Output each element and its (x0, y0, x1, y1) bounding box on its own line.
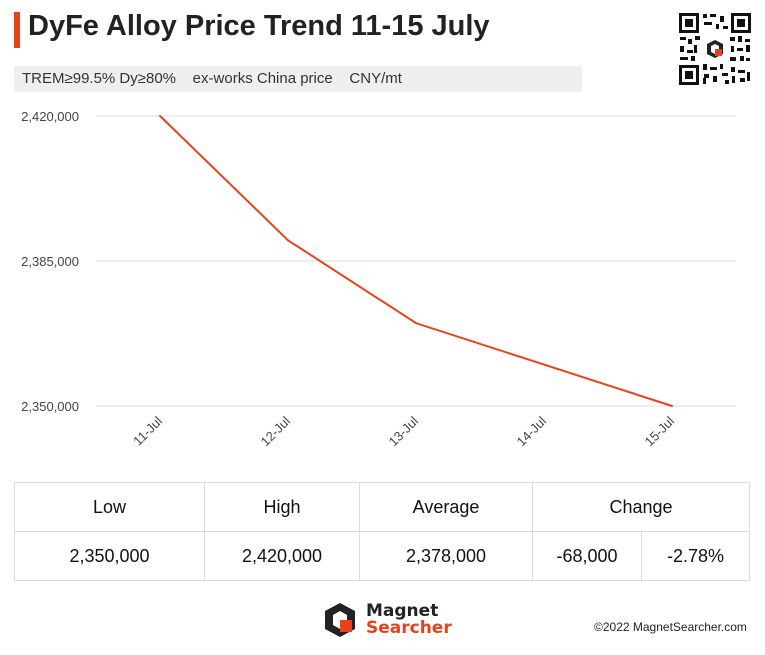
magnet-searcher-logo-icon (325, 603, 355, 637)
y-tick-label: 2,350,000 (21, 399, 79, 414)
title-accent-bar (14, 12, 20, 48)
x-tick-label: 13-Jul (385, 413, 421, 449)
y-axis-ticks: 2,420,000 2,385,000 2,350,000 (21, 109, 79, 414)
header-change: Change (532, 482, 750, 532)
qr-code-icon (678, 12, 752, 86)
value-average: 2,378,000 (359, 531, 533, 581)
data-point (287, 239, 289, 242)
stats-value-row: 2,350,000 2,420,000 2,378,000 -68,000 -2… (14, 531, 750, 581)
value-change-abs: -68,000 (532, 531, 642, 581)
y-tick-label: 2,420,000 (21, 109, 79, 124)
logo-line2: Searcher (366, 618, 452, 638)
value-low: 2,350,000 (14, 531, 205, 581)
data-point (543, 363, 545, 366)
logo-line1: Magnet (366, 601, 439, 621)
data-point (415, 322, 417, 325)
header-high: High (204, 482, 360, 532)
header-low: Low (14, 482, 205, 532)
x-axis-ticks: 11-Jul 12-Jul 13-Jul 14-Jul 15-Jul (130, 413, 677, 449)
grid-layer (96, 115, 736, 407)
x-tick-label: 14-Jul (513, 413, 549, 449)
copyright: ©2022 MagnetSearcher.com (594, 620, 747, 634)
stats-table: Low High Average Change 2,350,000 2,420,… (14, 482, 750, 581)
logo-text: Magnet Searcher (366, 603, 452, 637)
subtitle: TREM≥99.5% Dy≥80% ex-works China price C… (22, 70, 402, 87)
title-main: DyFe Alloy Price Trend (28, 10, 351, 42)
stats-header-row: Low High Average Change (14, 482, 750, 532)
data-point (671, 405, 673, 407)
value-high: 2,420,000 (204, 531, 360, 581)
subtitle-box: TREM≥99.5% Dy≥80% ex-works China price C… (14, 66, 582, 92)
title-date: 11-15 July (350, 10, 490, 42)
value-change-pct: -2.78% (641, 531, 750, 581)
page-title: DyFe Alloy Price Trend 11-15 July (28, 10, 490, 43)
header-average: Average (359, 482, 533, 532)
data-point (159, 115, 161, 117)
line-chart: 2,420,000 2,385,000 2,350,000 11-Jul 12-Jul… (21, 109, 736, 449)
x-tick-label: 12-Jul (257, 413, 293, 449)
x-tick-label: 11-Jul (130, 413, 165, 448)
series-layer (159, 115, 673, 407)
x-tick-label: 15-Jul (641, 413, 677, 449)
y-tick-label: 2,385,000 (21, 254, 79, 269)
